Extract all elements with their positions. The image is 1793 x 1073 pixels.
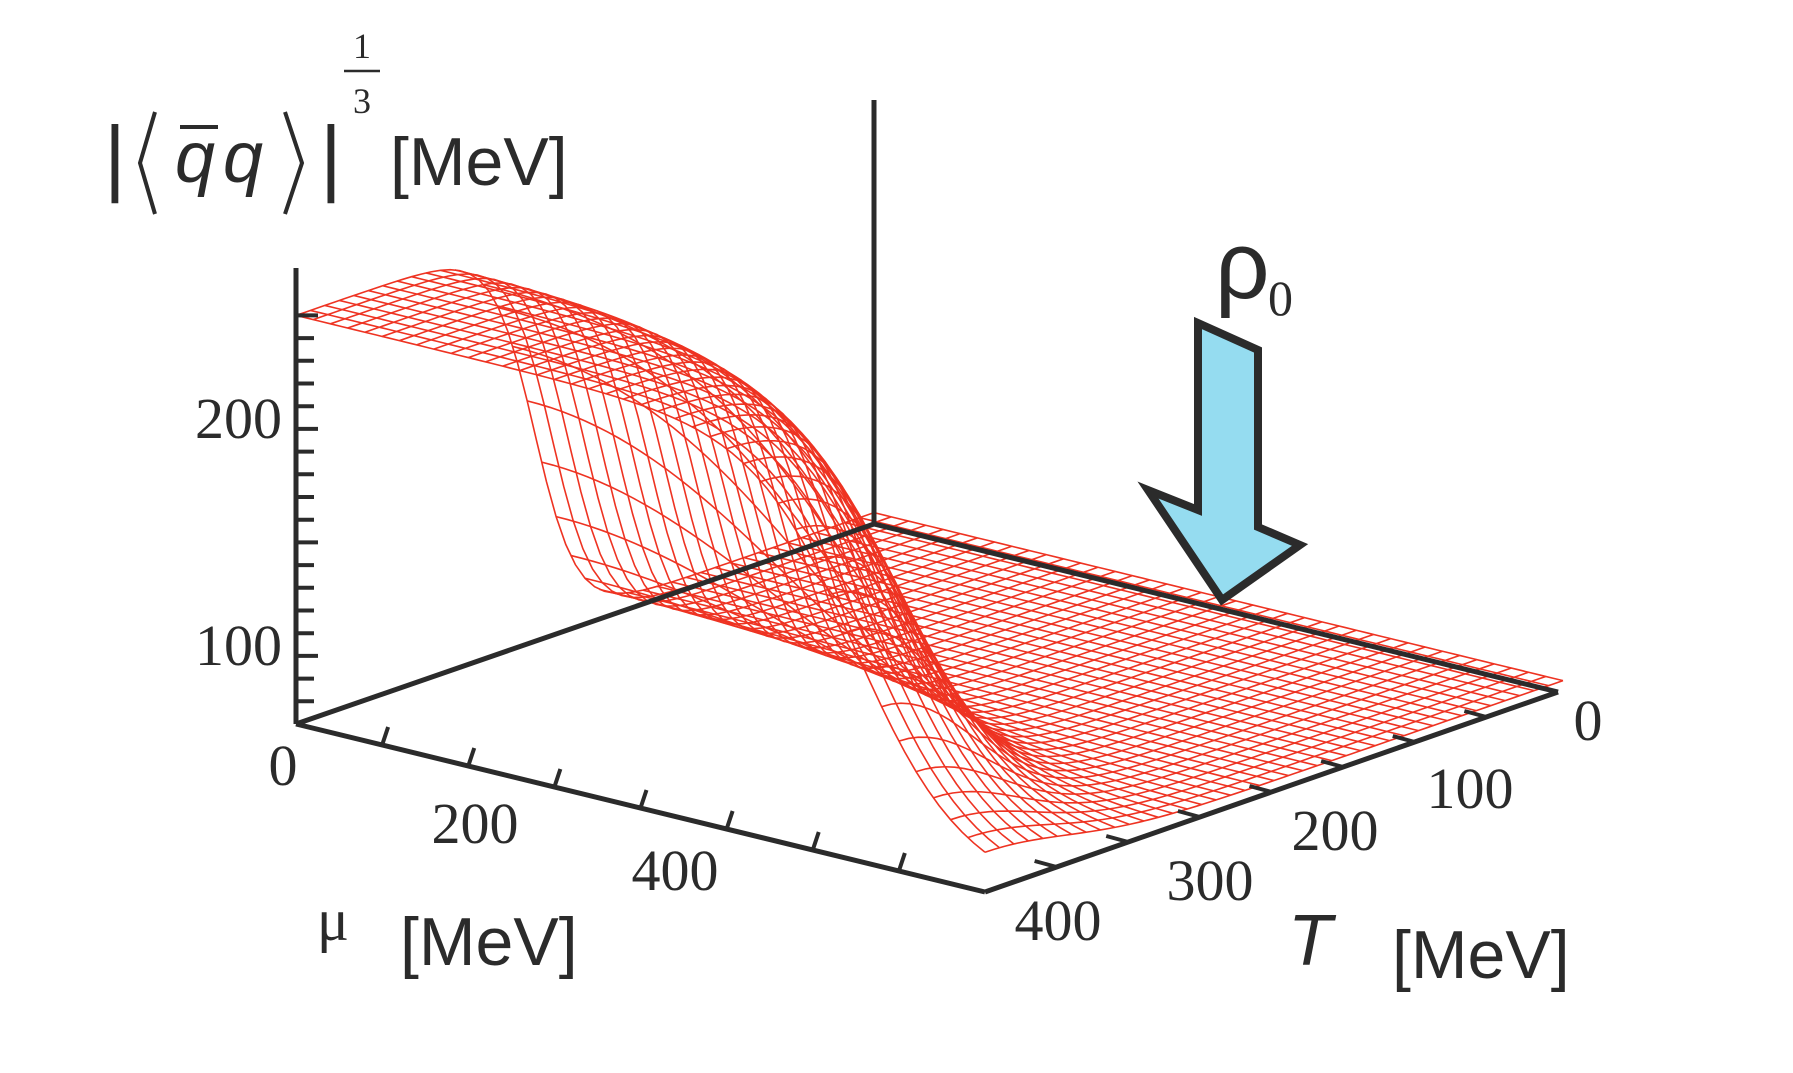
z-title-left-angle (137, 111, 157, 215)
y-axis-unit: [MeV] (1392, 917, 1570, 993)
x-tick-mark (552, 768, 563, 788)
x-tick-mark (724, 810, 735, 830)
y-tick-mark (1105, 834, 1129, 844)
mesh-line-const-mu (847, 627, 1426, 765)
mesh-line-const-mu (691, 413, 1271, 708)
z-axis-title: | q q | 1 3 [MeV] (104, 26, 568, 215)
z-title-qbar: q (175, 118, 215, 198)
annotation-subscript: 0 (1268, 270, 1293, 326)
z-tick-label: 200 (195, 386, 282, 451)
surface-mesh (295, 268, 1564, 854)
x-axis-unit: [MeV] (400, 904, 578, 980)
mesh-line-const-mu (709, 426, 1288, 714)
annotation-arrow (1137, 316, 1309, 606)
mesh-line-const-mu (347, 282, 926, 607)
x-tick-label: 200 (432, 791, 519, 856)
y-tick-label: 300 (1167, 848, 1254, 913)
mesh-line-const-mu (433, 306, 1013, 630)
mesh-line-const-mu (743, 456, 1323, 726)
x-tick-mark (638, 789, 649, 809)
mesh-line-const-mu (536, 341, 1116, 659)
mesh-line-const-T (440, 269, 1130, 826)
mesh-line-const-mu (933, 667, 1512, 804)
mesh-line-const-mu (864, 650, 1443, 772)
z-title-right-angle (283, 111, 305, 215)
y-tick-label: 200 (1292, 798, 1379, 863)
mesh-line-const-mu (674, 403, 1254, 702)
y-tick-mark (1320, 759, 1344, 769)
y-tick-mark (1177, 809, 1201, 819)
x-axis-symbol: μ (317, 887, 349, 953)
mesh-line-const-mu (812, 555, 1392, 751)
x-tick-label: 400 (632, 838, 719, 903)
mesh-line-const-mu (778, 498, 1357, 738)
y-axis-symbol: T (1288, 901, 1337, 981)
annotation-rho: ρ (1215, 212, 1270, 319)
mesh-line-const-mu (450, 311, 1030, 635)
T-axis-back (295, 521, 875, 727)
mesh-line-const-mu (967, 675, 1547, 839)
back-edge (873, 521, 1559, 695)
axes (293, 100, 1559, 895)
y-tick-mark (1463, 709, 1487, 719)
mesh-line-const-mu (829, 590, 1409, 758)
y-tick-label: 0 (1574, 688, 1603, 753)
mesh-line-const-mu (726, 439, 1305, 720)
x-tick-mark (380, 726, 391, 746)
mesh-line-const-mu (605, 368, 1185, 680)
y-tick-mark (1392, 734, 1416, 744)
y-tick-label: 400 (1015, 888, 1102, 953)
x-tick-mark (896, 852, 907, 872)
x-tick-mark (466, 747, 477, 767)
mesh-line-const-mu (467, 317, 1047, 639)
mesh-line-const-mu (657, 393, 1236, 696)
y-tick-mark (1034, 859, 1058, 869)
z-tick-label: 100 (195, 613, 282, 678)
y-tick-label: 100 (1427, 756, 1514, 821)
mesh-line-const-mu (760, 475, 1340, 732)
mesh-line-const-mu (554, 347, 1133, 664)
mesh-line-const-mu (881, 654, 1460, 779)
mesh-line-const-mu (984, 679, 1564, 854)
z-title-exponent-numerator: 1 (353, 26, 371, 66)
x-tick-mark (810, 831, 821, 851)
z-title-bar-right: | (320, 109, 342, 203)
z-title-q: q (223, 118, 263, 198)
mesh-line-const-mu (898, 658, 1478, 787)
z-title-exponent-denominator: 3 (353, 81, 371, 121)
mesh-line-const-mu (330, 277, 909, 603)
mesh-line-const-mu (502, 328, 1081, 649)
mesh-line-const-mu (416, 301, 995, 625)
mesh-line-const-mu (588, 361, 1168, 675)
mesh-line-const-mu (915, 663, 1495, 795)
mesh-line-const-mu (519, 334, 1099, 654)
x-tick-label: 0 (269, 733, 298, 798)
y-tick-mark (1248, 784, 1273, 794)
z-title-unit: [MeV] (390, 124, 568, 200)
mesh-line-const-mu (950, 671, 1529, 821)
z-title-bar-left: | (104, 109, 126, 203)
mesh-line-const-mu (795, 524, 1374, 744)
mesh-line-const-mu (485, 322, 1064, 644)
